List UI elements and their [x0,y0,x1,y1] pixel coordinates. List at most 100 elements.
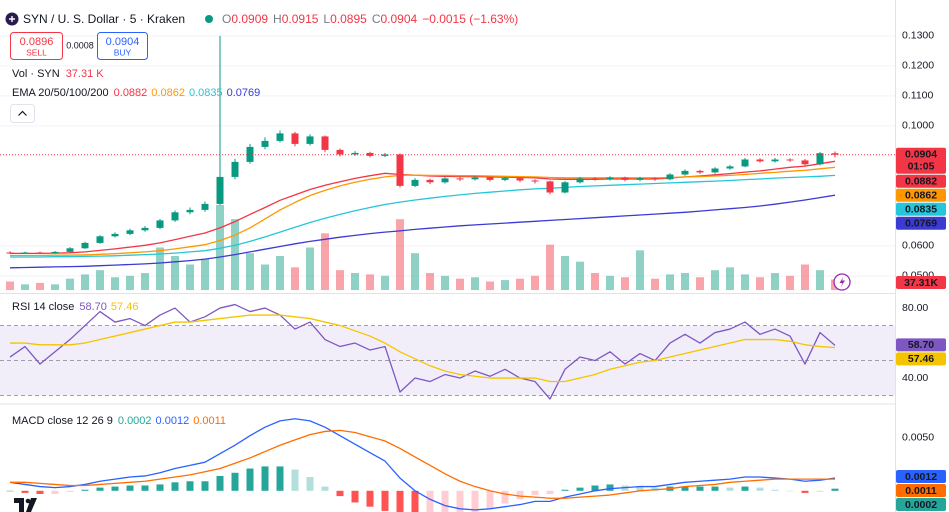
candle-body [561,182,569,193]
volume-bar [606,275,614,290]
volume-bar [396,219,404,290]
candle-body [141,227,149,231]
ema-legend-value: 0.0835 [189,87,223,99]
logo-shape [14,498,24,512]
buy-button[interactable]: 0.0904 BUY [97,32,148,60]
histogram-bar [306,477,314,491]
candle-body [516,178,524,181]
volume-bar [591,273,599,290]
sell-button[interactable]: 0.0896 SELL [10,32,63,60]
collapse-button[interactable] [10,104,35,123]
volume-bar [261,264,269,290]
collapse-chevron[interactable] [18,110,27,116]
volume-bar [666,274,674,290]
ema-legend-value: 0.0862 [151,87,185,99]
volume-bar [321,233,329,290]
candle-body [531,180,539,182]
price-badge-label: 0.0769 [905,217,937,229]
candle-body [816,153,824,165]
macd-legend: MACD close 12 26 9 0.0002 0.0012 0.0011 [12,415,226,427]
price-badge [896,174,946,188]
logo [14,498,37,512]
logo-shape [26,498,37,512]
macd-legend-title: MACD close 12 26 9 [12,415,113,427]
candle-body [306,136,314,144]
candle-body [81,242,89,249]
histogram-bar [441,490,449,512]
histogram-bar [21,490,29,493]
collapse-box[interactable] [10,104,35,123]
histogram-bar [546,490,554,494]
histogram-bar [321,486,329,491]
volume-bar [441,275,449,290]
histogram-bar [516,490,524,500]
volume-bar [51,284,59,290]
volume-bar [816,270,824,290]
histogram-bar [66,490,74,492]
histogram-bar [726,487,734,491]
y-tick-label: 0.0600 [902,240,934,252]
macd-line [10,429,835,499]
volume-bar [171,256,179,290]
histogram-bar [456,490,464,512]
histogram-bar [261,466,269,491]
rsi-legend: RSI 14 close 58.70 57.46 [12,301,138,313]
histogram-bar [531,490,539,496]
candle-body [156,220,164,228]
ema-legend-title: EMA 20/50/100/200 [12,87,109,99]
volume-bar [681,273,689,290]
histogram-bar [141,485,149,491]
volume-bar [276,256,284,290]
candle-body [726,166,734,169]
y-tick-label: 40.00 [902,372,928,384]
volume-bar [561,256,569,290]
buy-price[interactable]: 0.0904 [106,36,140,48]
volume-bar [576,261,584,290]
sell-label[interactable]: SELL [26,47,47,57]
volume-bar [81,274,89,290]
volume-bar [96,270,104,290]
volume-bar [186,264,194,290]
ohlc-value: 0.0895 [330,12,367,26]
candle-body [6,252,14,254]
candle-body [291,133,299,144]
histogram-bar [291,469,299,491]
histogram-bar [96,487,104,491]
histogram-bar [606,484,614,491]
volume-bar [291,267,299,290]
volume-bar [516,278,524,290]
volume-bar [216,205,224,290]
histogram-bar [276,466,284,491]
candle-body [51,251,59,254]
sell-box[interactable] [10,32,63,60]
ohlc-label: L [323,12,330,26]
histogram-bar [171,482,179,491]
volume-bar [381,275,389,290]
volume-bar [6,281,14,290]
buy-label[interactable]: BUY [114,47,132,57]
histogram-bar [831,488,839,491]
spread: 0.0008 [66,40,94,50]
histogram-bar [246,468,254,491]
candle-body [186,209,194,213]
macd-line [9,418,836,511]
ohlc-label: O [222,12,231,26]
y-tick-label: 0.0050 [902,432,934,444]
buy-box[interactable] [97,32,148,60]
histogram-bar [561,489,569,491]
volume-bar [66,278,74,290]
histogram-bar [396,490,404,512]
price-badge [896,338,946,352]
rsi-legend-value: 57.46 [111,301,139,313]
candle-body [21,252,29,254]
rsi-legend-title: RSI 14 close [12,301,74,313]
price-badge [896,147,946,174]
sell-price[interactable]: 0.0896 [20,36,54,48]
histogram-bar [111,486,119,491]
alert-bolt[interactable] [839,276,846,288]
alert-icon[interactable] [833,273,851,291]
volume-bar [726,267,734,290]
volume-bar [771,273,779,290]
